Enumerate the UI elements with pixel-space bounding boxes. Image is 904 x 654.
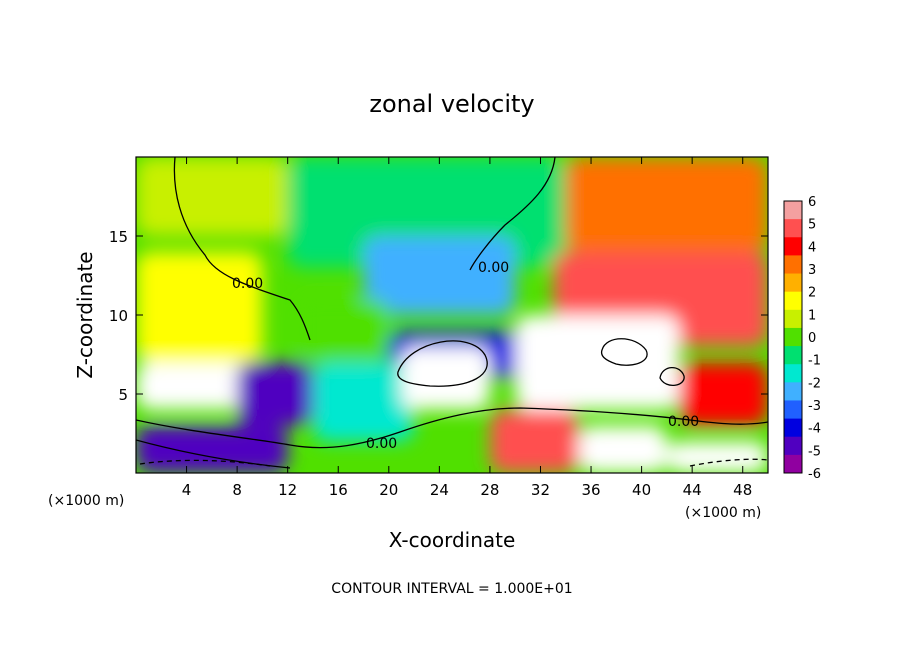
colorbar-swatch bbox=[784, 219, 802, 238]
heatmap-region-4 bbox=[565, 157, 768, 252]
heatmap-region-3 bbox=[363, 236, 516, 315]
x-tick-label: 32 bbox=[531, 481, 550, 499]
colorbar-swatch bbox=[784, 400, 802, 420]
heatmap-region-14 bbox=[679, 362, 768, 426]
colorbar-tick-label: 4 bbox=[808, 240, 816, 255]
heatmap-region-5 bbox=[136, 251, 263, 363]
y-tick-label: 10 bbox=[109, 307, 128, 325]
colorbar-tick-label: 5 bbox=[808, 218, 816, 233]
colorbar: 6 5 4 3 2 1 0 -1 -2 -3 -4 -5 -6 bbox=[783, 195, 821, 482]
contour-interval-note: CONTOUR INTERVAL = 1.000E+01 bbox=[331, 581, 572, 597]
colorbar-tick-label: -4 bbox=[808, 422, 821, 437]
y-tick-label: 5 bbox=[118, 386, 128, 404]
colorbar-swatch bbox=[784, 273, 802, 293]
contour-loop-small bbox=[659, 366, 685, 386]
colorbar-swatch bbox=[784, 255, 802, 275]
heatmap-region-11 bbox=[312, 362, 415, 442]
colorbar-swatch bbox=[784, 309, 802, 329]
colorbar-tick-label: -2 bbox=[808, 376, 821, 391]
contour-line-upper-right bbox=[469, 157, 556, 271]
contour-label-1: 0.00 bbox=[232, 276, 263, 292]
x-tick-label: 24 bbox=[430, 481, 449, 499]
x-tick-label: 8 bbox=[232, 481, 242, 499]
heatmap-regions bbox=[136, 157, 768, 473]
colorbar-swatch bbox=[784, 418, 802, 438]
heatmap-region-10 bbox=[237, 362, 313, 426]
y-axis-ticks: 5 10 15 bbox=[109, 228, 768, 404]
contour-dashed-bottom bbox=[139, 459, 271, 467]
heatmap-region-17 bbox=[578, 425, 667, 473]
x-tick-label: 28 bbox=[480, 481, 499, 499]
x-unit-label-right: (×1000 m) bbox=[685, 505, 761, 521]
y-axis-label: Z-coordinate bbox=[73, 251, 97, 378]
heatmap-region-13 bbox=[515, 315, 680, 410]
colorbar-swatch bbox=[784, 364, 802, 383]
x-tick-label: 4 bbox=[182, 481, 192, 499]
x-unit-label-left: (×1000 m) bbox=[48, 493, 124, 509]
colorbar-swatch bbox=[784, 291, 802, 311]
x-tick-label: 36 bbox=[581, 481, 600, 499]
colorbar-swatch bbox=[784, 382, 802, 401]
colorbar-swatch bbox=[784, 346, 802, 365]
heatmap-region-1 bbox=[136, 157, 288, 236]
colorbar-tick-label: -1 bbox=[808, 354, 821, 369]
heatmap-region-16 bbox=[489, 409, 579, 473]
heatmap-field: 0.00 0.00 0.00 0.00 bbox=[136, 157, 768, 473]
x-tick-label: 12 bbox=[278, 481, 297, 499]
colorbar-tick-label: -3 bbox=[808, 399, 821, 414]
contour-label-2: 0.00 bbox=[478, 260, 509, 276]
x-tick-label: 40 bbox=[632, 481, 651, 499]
x-tick-label: 48 bbox=[733, 481, 752, 499]
colorbar-tick-label: 0 bbox=[808, 331, 816, 346]
x-axis-label: X-coordinate bbox=[389, 528, 516, 552]
contour-labels: 0.00 0.00 0.00 0.00 bbox=[232, 260, 699, 452]
contour-loop-center bbox=[397, 340, 488, 387]
x-tick-label: 16 bbox=[329, 481, 348, 499]
x-tick-label: 20 bbox=[379, 481, 398, 499]
colorbar-tick-label: -5 bbox=[808, 444, 821, 459]
x-axis-ticks: 4 8 12 16 20 24 28 32 36 40 44 48 bbox=[182, 157, 752, 499]
contour-line-mid bbox=[136, 407, 768, 449]
colorbar-swatch bbox=[784, 454, 802, 474]
colorbar-swatch bbox=[784, 327, 802, 347]
colorbar-swatch bbox=[784, 237, 802, 256]
colorbar-swatch bbox=[784, 436, 802, 456]
colorbar-tick-label: 1 bbox=[808, 308, 816, 323]
contour-dashed-right bbox=[689, 458, 768, 467]
colorbar-tick-label: -6 bbox=[808, 467, 821, 482]
y-tick-label: 15 bbox=[109, 228, 128, 246]
contour-label-4: 0.00 bbox=[668, 414, 699, 430]
contour-label-3: 0.00 bbox=[366, 436, 397, 452]
contour-loop-right bbox=[600, 338, 648, 366]
zero-contours bbox=[136, 157, 768, 469]
colorbar-tick-label: 6 bbox=[808, 195, 816, 210]
heatmap-region-12 bbox=[401, 346, 490, 410]
heatmap-region-9 bbox=[136, 362, 250, 410]
heatmap-region-15 bbox=[136, 425, 288, 473]
heatmap-region-18 bbox=[666, 441, 768, 473]
chart-title: zonal velocity bbox=[369, 90, 534, 118]
colorbar-frame bbox=[783, 200, 803, 474]
colorbar-tick-label: 2 bbox=[808, 286, 816, 301]
contour-line-upper-left bbox=[173, 157, 311, 341]
x-tick-label: 44 bbox=[683, 481, 702, 499]
heatmap-region-6 bbox=[300, 299, 389, 363]
colorbar-swatch bbox=[784, 201, 802, 220]
colorbar-tick-label: 3 bbox=[808, 263, 816, 278]
